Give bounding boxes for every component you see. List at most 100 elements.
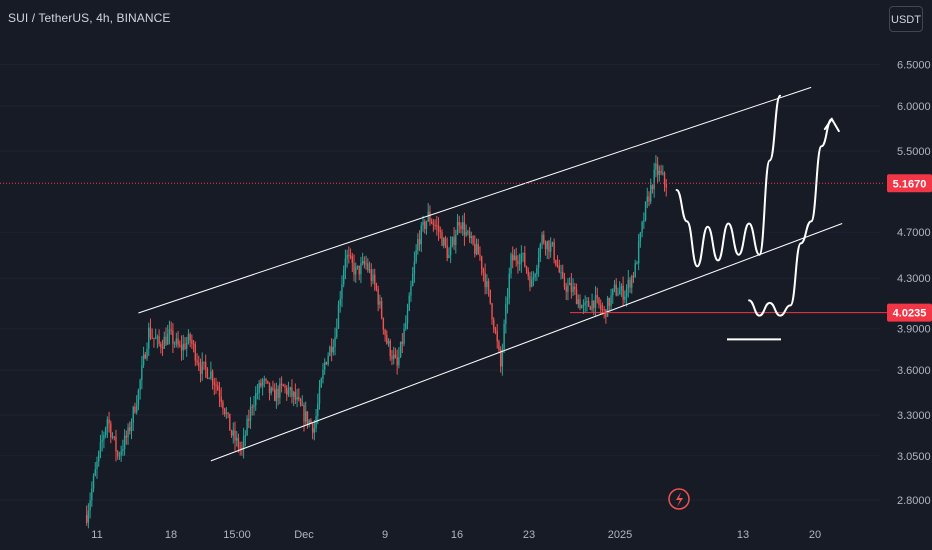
channel-lower-line[interactable] — [210, 223, 843, 462]
candle-body — [387, 340, 390, 344]
candle-body — [432, 223, 435, 226]
candle-body — [229, 413, 231, 431]
candle-body — [305, 411, 307, 422]
arrow-head — [823, 117, 840, 133]
price-tick-label: 3.3000 — [897, 410, 931, 422]
candle-body — [563, 277, 566, 288]
candle-body — [137, 390, 140, 406]
candle-body — [298, 397, 300, 400]
candle-body — [130, 422, 133, 431]
alert-icon[interactable] — [668, 488, 690, 510]
candle-body — [579, 299, 581, 309]
candle-body — [570, 282, 573, 292]
candle-body — [593, 300, 595, 309]
candle-body — [468, 231, 471, 239]
candle-body — [299, 399, 302, 406]
candle-body — [210, 371, 212, 379]
candle-body — [113, 436, 115, 438]
candle-body — [460, 225, 462, 230]
last-price-tag — [887, 174, 932, 193]
candle-body — [586, 301, 588, 303]
candle-body — [401, 341, 404, 344]
drawings — [0, 86, 932, 462]
candle-body — [396, 357, 398, 366]
candle-body — [510, 254, 512, 274]
candle-body — [117, 451, 119, 456]
candle-body — [201, 361, 203, 374]
projected-path[interactable] — [675, 94, 782, 268]
price-axis[interactable]: 2.8000 3.0500 3.3000 3.6000 3.9000 4.3000 4.70… — [897, 60, 931, 507]
candle-body — [146, 348, 148, 359]
price-tick-label: 4.3000 — [897, 273, 931, 285]
candle-body — [289, 387, 291, 391]
candle-body — [384, 329, 386, 336]
candle-body — [222, 402, 224, 409]
candle-body — [280, 383, 283, 385]
time-axis[interactable]: 11 18 15:00 Dec 9 16 23 2025 13 20 — [91, 529, 821, 541]
candle-body — [104, 428, 107, 436]
candle-body — [204, 362, 207, 369]
candle-body — [522, 253, 524, 255]
candle-body — [320, 378, 322, 388]
candle-body — [242, 436, 245, 449]
candle-body — [518, 263, 521, 265]
candle-body — [96, 461, 98, 470]
candle-body — [334, 336, 336, 347]
candle-body — [144, 354, 146, 359]
candle-body — [572, 286, 574, 292]
candle-body — [508, 273, 510, 298]
channel-upper-line[interactable] — [138, 86, 812, 314]
symbol-title[interactable]: SUI / TetherUS, 4h, BINANCE — [8, 11, 171, 25]
candle-body — [135, 405, 138, 413]
candle-body — [308, 420, 310, 424]
candle-body — [525, 266, 528, 271]
candle-body — [301, 405, 303, 407]
candle-body — [484, 272, 486, 287]
candle-body — [255, 393, 257, 406]
candle-body — [234, 430, 236, 441]
alternate-path[interactable] — [748, 118, 833, 317]
candle-body — [625, 288, 628, 297]
candle-body — [429, 211, 431, 222]
candle-body — [618, 290, 621, 295]
candle-body — [379, 301, 381, 305]
candle-body — [372, 274, 374, 281]
candle-body — [506, 297, 509, 304]
candle-body — [631, 276, 633, 288]
candle-body — [389, 340, 391, 357]
candle-body — [163, 336, 165, 349]
candle-body — [179, 344, 181, 346]
candle-body — [660, 170, 662, 174]
currency-button[interactable]: USDT — [889, 6, 923, 32]
candle-body — [499, 350, 502, 367]
candle-body — [349, 255, 352, 257]
candle-body — [446, 245, 448, 259]
candle-body — [615, 284, 617, 296]
candle-body — [494, 329, 497, 332]
candle-body — [341, 284, 343, 299]
candle-body — [529, 276, 531, 287]
candle-body — [405, 323, 407, 329]
candle-body — [192, 343, 195, 345]
candle-body — [351, 256, 353, 264]
candle-body — [194, 344, 197, 361]
candle-body — [587, 301, 590, 307]
candle-body — [422, 221, 424, 226]
candle-body — [206, 368, 209, 379]
candle-body — [582, 305, 585, 307]
candle-body — [249, 406, 252, 421]
candle-body — [132, 406, 134, 423]
candle-body — [639, 232, 642, 242]
candle-body — [344, 258, 347, 271]
price-tick-label: 3.6000 — [897, 365, 931, 377]
candle-body — [470, 236, 473, 239]
candle-body — [386, 335, 388, 344]
candle-body — [489, 289, 491, 304]
candle-body — [94, 469, 96, 476]
candle-body — [434, 225, 436, 227]
candle-body — [658, 170, 661, 175]
candle-body — [648, 196, 650, 202]
candle-body — [568, 282, 571, 286]
candle-body — [287, 390, 290, 395]
